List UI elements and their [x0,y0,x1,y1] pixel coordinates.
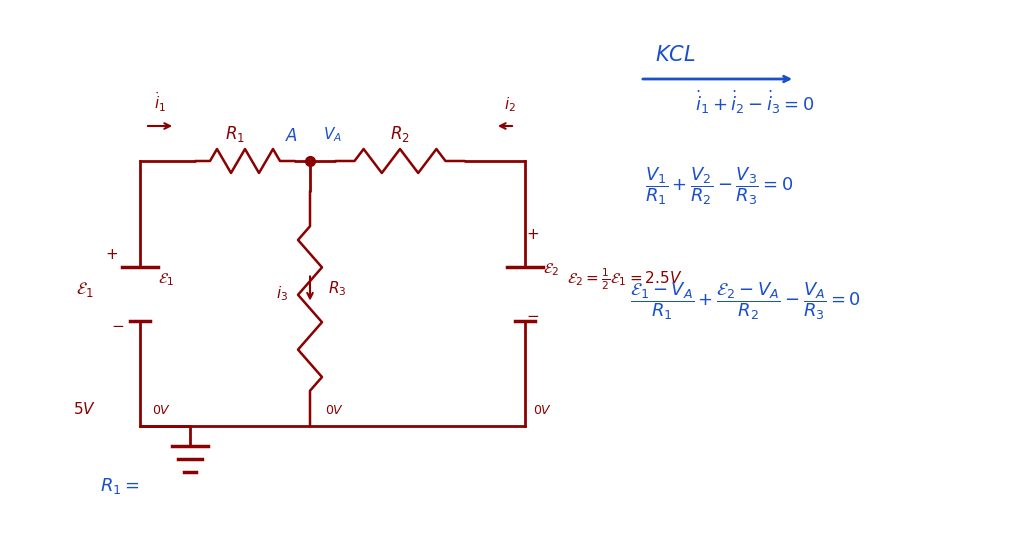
Text: $0V$: $0V$ [325,404,344,417]
Text: $i_3$: $i_3$ [275,285,288,303]
Text: $0V$: $0V$ [152,404,171,417]
Text: $\dot{i}_1 + \dot{i}_2 - \dot{i}_3 = 0$: $\dot{i}_1 + \dot{i}_2 - \dot{i}_3 = 0$ [695,89,814,116]
Text: $\dfrac{\mathcal{E}_1 - V_A}{R_1} + \dfrac{\mathcal{E}_2 - V_A}{R_2} - \dfrac{V_: $\dfrac{\mathcal{E}_1 - V_A}{R_1} + \dfr… [630,280,861,322]
Text: $+$: $+$ [526,227,540,242]
Text: $\mathcal{E}_1$: $\mathcal{E}_1$ [158,272,174,288]
Text: $-$: $-$ [112,316,125,331]
Text: $\mathcal{E}_1$: $\mathcal{E}_1$ [76,279,94,299]
Text: $A$: $A$ [286,128,299,145]
Text: $R_1 =$: $R_1 =$ [100,476,139,496]
Text: $\dfrac{V_1}{R_1} + \dfrac{V_2}{R_2} - \dfrac{V_3}{R_3} = 0$: $\dfrac{V_1}{R_1} + \dfrac{V_2}{R_2} - \… [645,165,794,207]
Text: $R_1$: $R_1$ [225,124,245,144]
Text: $V_A$: $V_A$ [323,125,341,144]
Text: $5V$: $5V$ [74,401,96,417]
Text: $-$: $-$ [526,307,540,322]
Text: $+$: $+$ [105,247,119,262]
Text: $R_3$: $R_3$ [328,279,346,298]
Text: $i_2$: $i_2$ [504,95,516,114]
Text: $R_2$: $R_2$ [390,124,410,144]
Text: $\dot{i}_1$: $\dot{i}_1$ [154,90,166,114]
Text: $\mathcal{E}_2$: $\mathcal{E}_2$ [543,262,559,278]
Text: $0V$: $0V$ [534,404,552,417]
Text: $KCL$: $KCL$ [655,45,695,65]
Text: $\mathcal{E}_2 = \frac{1}{2}\mathcal{E}_1 = 2.5V$: $\mathcal{E}_2 = \frac{1}{2}\mathcal{E}_… [567,266,682,292]
